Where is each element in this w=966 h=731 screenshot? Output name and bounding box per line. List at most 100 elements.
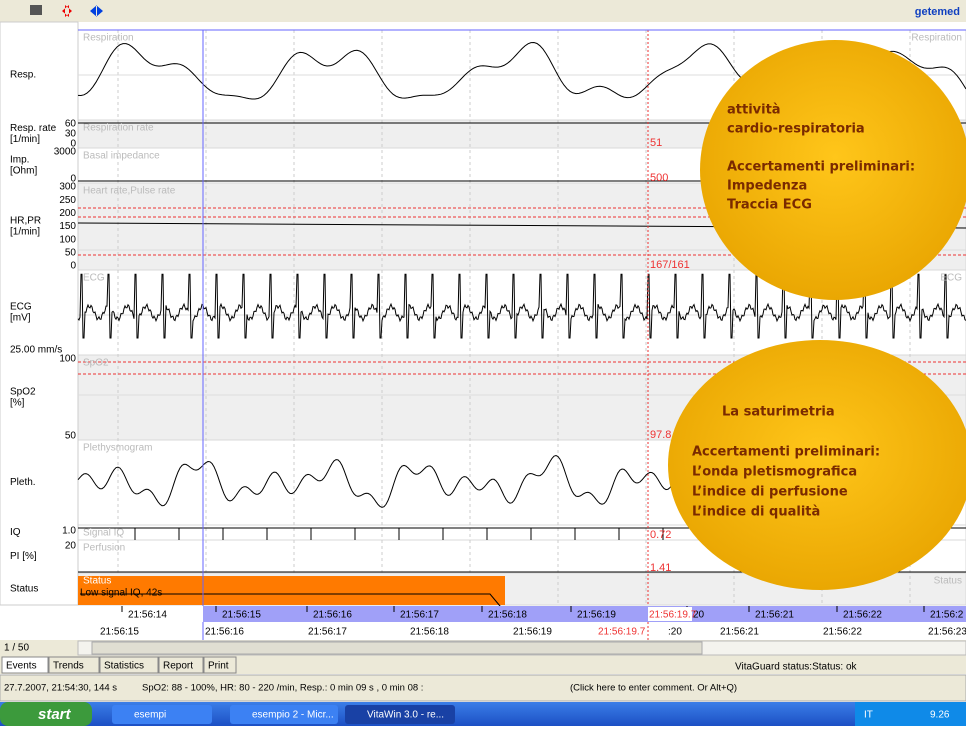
status-event	[78, 576, 505, 605]
nav-blue[interactable]	[90, 5, 103, 17]
time-label: 21:56:16	[205, 627, 244, 638]
overlay-text: attività	[727, 103, 781, 118]
time-label: 21:56:18	[488, 610, 527, 621]
task-label: VitaWin 3.0 - re...	[367, 710, 444, 721]
tick-label: 50	[65, 431, 77, 442]
tab[interactable]	[158, 656, 204, 674]
channel-title-right: ECG	[940, 273, 962, 284]
time-label: 21:56:22	[843, 610, 882, 621]
task-label: esempi	[134, 710, 166, 721]
channel-title: Perfusion	[83, 543, 125, 554]
speed-label: 25.00 mm/s	[10, 345, 62, 356]
tab-label: Print	[208, 661, 229, 672]
tab-label: Trends	[53, 661, 84, 672]
tick-label: 1.0	[62, 526, 76, 537]
overlay-text: L’indice di perfusione	[692, 485, 848, 500]
time-label: 21:56:17	[308, 627, 347, 638]
overlay-text: Traccia ECG	[727, 198, 812, 213]
channel-label: Imp.	[10, 155, 29, 166]
tab[interactable]	[99, 656, 159, 674]
tray-clock: 9.26	[930, 710, 950, 721]
start-button[interactable]	[0, 702, 92, 726]
tick-label: 250	[59, 195, 76, 206]
time-label: 21:56:21	[720, 627, 759, 638]
toolbar	[0, 0, 966, 22]
channel-label: Resp. rate	[10, 123, 57, 134]
channel-label: SpO2	[10, 387, 36, 398]
channel-label: PI [%]	[10, 551, 37, 562]
channel-label: ECG	[10, 302, 32, 313]
tick-label: 300	[59, 182, 76, 193]
overlay-text: Accertamenti preliminari:	[727, 160, 915, 175]
task-button[interactable]	[112, 705, 212, 724]
overlay-text: cardio-respiratoria	[727, 122, 865, 137]
tick-label: 3000	[54, 147, 77, 158]
tab-label: Report	[163, 661, 193, 672]
left-panel	[0, 21, 79, 606]
channel-label: [Ohm]	[10, 166, 37, 177]
cursor-time-box	[648, 607, 692, 621]
nav-red[interactable]	[62, 5, 72, 17]
channel-title: Plethysmogram	[83, 443, 152, 454]
overlay-text: Impedenza	[727, 179, 807, 194]
tick-label: 30	[65, 129, 77, 140]
tab[interactable]	[1, 656, 49, 674]
time-label: 21:56:23	[928, 627, 966, 638]
cursor-value: 51	[650, 137, 662, 149]
cursor-value: 1.41	[650, 562, 671, 574]
time-label: 21:56:17	[400, 610, 439, 621]
channel-label: Resp.	[10, 70, 36, 81]
status-text: (Click here to enter comment. Or Alt+Q)	[570, 683, 737, 694]
waveform	[77, 273, 966, 339]
channel-label: [mV]	[10, 313, 31, 324]
channel-label: Status	[10, 584, 38, 595]
time-label: 21:56:22	[823, 627, 862, 638]
tab[interactable]	[203, 656, 237, 674]
page-counter: 1 / 50	[4, 643, 29, 654]
tab[interactable]	[48, 656, 100, 674]
tray-lang: IT	[864, 710, 873, 721]
status-bar	[0, 674, 966, 702]
channel-title: Respiration	[83, 33, 134, 44]
time-label: 21:56:15	[222, 610, 261, 621]
tab-row	[0, 656, 966, 674]
device-status: VitaGuard status:Status: ok	[735, 662, 858, 673]
tick-label: 200	[59, 208, 76, 219]
tray	[855, 702, 966, 726]
time-label: 20	[693, 610, 705, 621]
time-label: 21:56:15	[100, 627, 139, 638]
task-button[interactable]	[345, 705, 455, 724]
cursor-value: 167/161	[650, 259, 690, 271]
overlay-text: Accertamenti preliminari:	[692, 445, 880, 460]
time-label: 21:56:16	[313, 610, 352, 621]
tick-label: 0	[70, 261, 76, 272]
tick-label: 0	[70, 139, 76, 150]
channel-title: ECG	[83, 273, 105, 284]
start-label: start	[38, 706, 72, 723]
tick-label: 100	[59, 234, 76, 245]
overlay-circle	[700, 40, 966, 300]
cursor-time: 21:56:19.7	[598, 627, 646, 638]
print-icon[interactable]	[30, 5, 42, 15]
time-label: 21:56:14	[128, 610, 167, 621]
tick-label: 20	[65, 541, 77, 552]
task-label: esempio 2 - Micr...	[252, 710, 334, 721]
cursor-value: 500	[650, 172, 668, 184]
cursor-time: 21:56:19.7	[649, 610, 697, 621]
scroll-thumb[interactable]	[91, 641, 703, 655]
tick-label: 100	[59, 354, 76, 365]
task-button[interactable]	[230, 705, 338, 724]
channel-title: Status	[83, 576, 111, 587]
tab-label: Statistics	[104, 661, 144, 672]
logo: getemed	[915, 6, 960, 18]
tick-label: 150	[59, 221, 76, 232]
overlay-circle	[668, 340, 966, 590]
channel-label: Pleth.	[10, 477, 36, 488]
channel-label: [%]	[10, 398, 25, 409]
channel-title-right: Status	[934, 576, 962, 587]
tick-label: 0	[70, 174, 76, 185]
cursor-value: 0.72	[650, 529, 671, 541]
status-event-label: Low signal IQ, 42s	[80, 588, 162, 599]
overlay-text: La saturimetria	[722, 405, 835, 420]
